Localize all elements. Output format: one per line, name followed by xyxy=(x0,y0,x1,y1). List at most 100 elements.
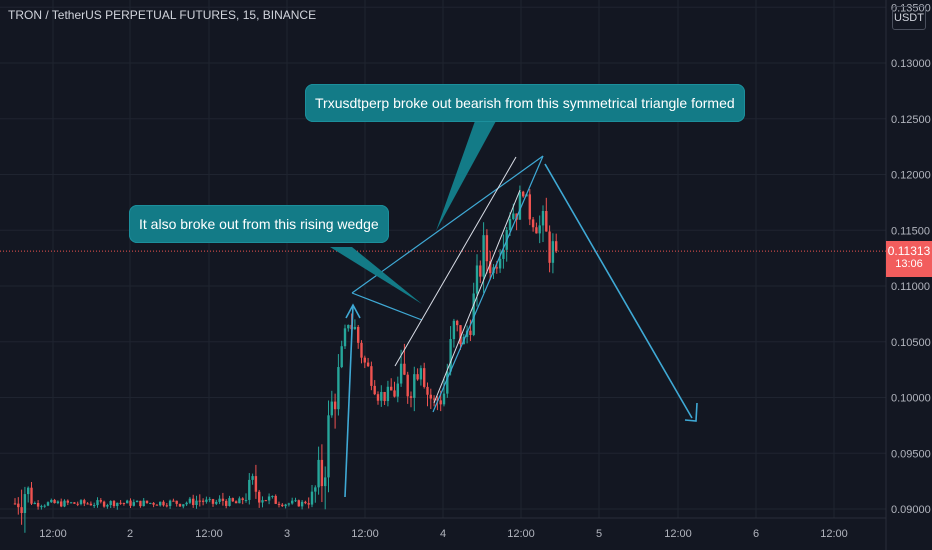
last-price-tag: 0.11313 13:06 xyxy=(886,241,932,277)
triangle-upper-trendline xyxy=(351,155,544,294)
candle-body xyxy=(403,363,406,375)
candle-body xyxy=(353,326,357,330)
candle-body xyxy=(314,487,317,492)
candle-body xyxy=(17,503,20,508)
candle-body xyxy=(541,211,545,226)
triangle-lower-trendline xyxy=(351,292,423,321)
candle-body xyxy=(380,391,383,401)
candle-body xyxy=(116,502,119,507)
currency-unit-badge[interactable]: USDT xyxy=(892,6,926,30)
candle-body xyxy=(366,362,370,367)
candle-body xyxy=(182,504,185,507)
candle-body xyxy=(241,498,244,501)
candle-body xyxy=(482,235,485,277)
candle-body xyxy=(485,235,489,262)
candle-body xyxy=(165,505,168,507)
candle-body xyxy=(489,261,492,274)
candle-body xyxy=(423,368,426,387)
candle-body xyxy=(254,476,258,492)
callout-triangle-pointer xyxy=(436,121,496,231)
candle-body xyxy=(383,391,386,402)
candle-body xyxy=(234,501,238,504)
candle-body xyxy=(109,501,112,506)
candle-body xyxy=(337,367,340,410)
candle-body xyxy=(208,499,211,501)
candle-body xyxy=(429,394,432,399)
candle-body xyxy=(512,213,515,220)
candle-body xyxy=(535,227,538,234)
bearish-target-arrowhead xyxy=(684,402,698,422)
candle-body xyxy=(205,499,208,502)
candle-body xyxy=(370,366,373,386)
candle-body xyxy=(267,496,271,501)
candle-body xyxy=(386,386,390,402)
candle-body xyxy=(135,500,139,503)
candle-body xyxy=(277,503,281,505)
candle-body xyxy=(66,500,69,503)
breakout-up-arrow xyxy=(344,304,354,498)
y-tick-label: 0.11000 xyxy=(891,281,930,293)
candle-body xyxy=(459,325,462,345)
candle-body xyxy=(43,505,46,507)
candle-body xyxy=(152,502,155,505)
candle-body xyxy=(357,326,360,343)
x-tick-label: 2 xyxy=(127,528,133,540)
candle-body xyxy=(390,386,393,391)
candle-body xyxy=(129,500,132,506)
last-price-value: 0.11313 xyxy=(887,244,931,258)
candle-body xyxy=(139,500,142,507)
x-tick-label: 12:00 xyxy=(351,528,379,540)
candle-body xyxy=(33,502,36,504)
callout-wedge[interactable]: It also broke out from this rising wedge xyxy=(129,205,389,243)
y-tick-label: 0.11500 xyxy=(891,225,930,237)
callout-triangle[interactable]: Trxusdtperp broke out bearish from this … xyxy=(305,84,745,122)
candle-body xyxy=(231,498,234,502)
candle-body xyxy=(53,499,56,504)
candle-body xyxy=(142,500,145,507)
candle-body xyxy=(63,500,66,507)
candle-body xyxy=(426,386,429,395)
candle-body xyxy=(439,400,442,405)
candle-body xyxy=(446,371,449,394)
candle-body xyxy=(23,494,27,514)
candle-body xyxy=(472,293,475,335)
candle-body xyxy=(274,495,277,504)
candle-body xyxy=(363,357,366,363)
y-tick-label: 0.09000 xyxy=(891,504,931,516)
candle-body xyxy=(469,330,472,335)
candle-body xyxy=(545,211,548,232)
y-tick-label: 0.13500 xyxy=(891,2,931,14)
candle-body xyxy=(538,225,541,234)
candle-body xyxy=(96,500,99,506)
candle-body xyxy=(56,501,60,504)
candle-body xyxy=(225,500,228,506)
candle-body xyxy=(393,390,396,397)
candle-body xyxy=(215,501,218,504)
candle-body xyxy=(475,265,479,294)
candle-body xyxy=(238,498,241,504)
candle-body xyxy=(264,500,267,502)
bar-countdown: 13:06 xyxy=(895,258,923,270)
candle-body xyxy=(99,500,102,502)
candle-body xyxy=(36,502,40,507)
candle-body xyxy=(132,502,135,506)
wedge-upper-trendline xyxy=(394,156,517,367)
x-tick-label: 5 xyxy=(596,528,602,540)
candle-body xyxy=(518,191,522,220)
candle-body xyxy=(432,398,436,400)
candle-body xyxy=(300,501,304,507)
candle-body xyxy=(201,500,205,502)
candle-body xyxy=(396,383,399,397)
candle-body xyxy=(548,231,551,263)
y-tick-label: 0.13000 xyxy=(891,58,931,70)
candle-body xyxy=(281,504,284,507)
candle-body xyxy=(304,501,307,504)
candle-body xyxy=(284,504,287,507)
candle-body xyxy=(291,500,294,504)
candle-body xyxy=(413,374,416,398)
candle-body xyxy=(221,498,225,501)
candle-body xyxy=(317,459,320,488)
candle-body xyxy=(83,500,86,504)
